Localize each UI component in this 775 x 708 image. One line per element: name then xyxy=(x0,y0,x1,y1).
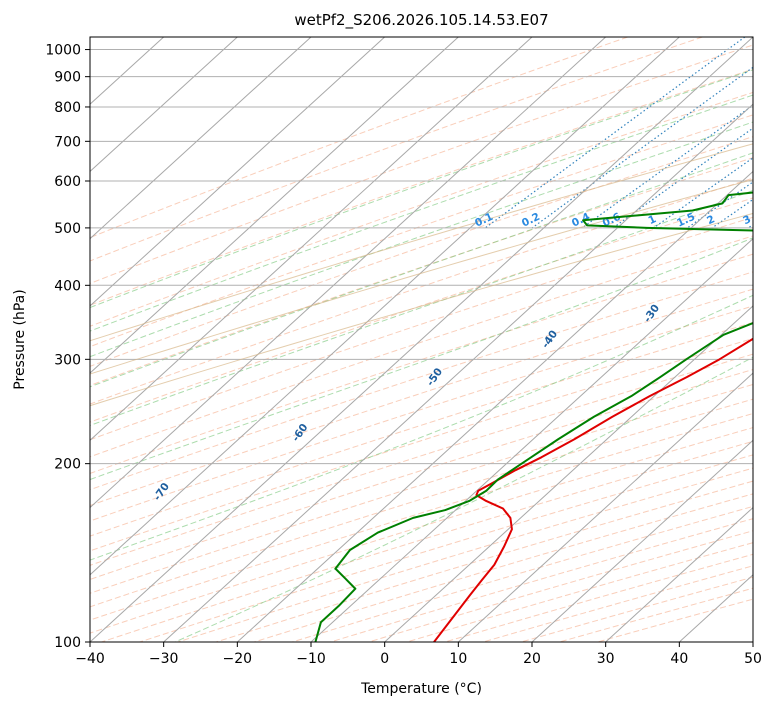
dry-adiabat xyxy=(90,368,753,580)
moist-adiabat xyxy=(90,121,753,358)
y-tick-label: 400 xyxy=(54,278,81,294)
dry-adiabat xyxy=(90,337,753,552)
dry-adiabat xyxy=(406,542,753,642)
y-tick-label: 800 xyxy=(54,100,81,116)
mixing-ratio-line xyxy=(653,157,753,229)
isotherm xyxy=(90,37,753,642)
background-lines xyxy=(90,37,753,642)
dry-adiabat xyxy=(90,68,753,306)
x-tick-label: 20 xyxy=(523,651,541,667)
isotherm xyxy=(90,37,680,576)
theta-curve xyxy=(90,212,753,407)
y-tick-label: 700 xyxy=(54,134,81,150)
y-tick-label: 900 xyxy=(54,70,81,86)
dry-adiabat xyxy=(90,321,753,537)
moist-adiabat xyxy=(90,294,753,561)
x-tick-label: −20 xyxy=(223,651,253,667)
dry-adiabat xyxy=(90,37,703,262)
moist-adiabat xyxy=(90,237,753,481)
isotherm xyxy=(163,103,753,642)
y-axis-label: Pressure (hPa) xyxy=(12,289,28,389)
isotherm xyxy=(90,37,607,509)
y-tick-label: 600 xyxy=(54,174,81,190)
isotherm xyxy=(531,439,753,642)
y-tick-label: 1000 xyxy=(45,43,81,59)
theta-curve xyxy=(90,143,753,342)
theta-label: -70 xyxy=(151,481,172,503)
mixing-ratio-label: 3 xyxy=(741,213,753,227)
axis-ticks: −40 −30 −20 −10 0 10 20 30 40 50 100 200 300 400 500 60… xyxy=(45,43,762,667)
dewpoint-line xyxy=(314,191,753,642)
mixing-ratio-line xyxy=(531,66,753,229)
isotherm xyxy=(310,237,753,642)
theta-label: -60 xyxy=(290,422,311,444)
isotherm xyxy=(90,37,459,374)
x-tick-label: 0 xyxy=(380,651,389,667)
dry-adiabat xyxy=(90,44,753,285)
dry-adiabat xyxy=(482,565,753,642)
mixing-ratio-line xyxy=(612,127,753,229)
isotherm xyxy=(457,372,753,642)
y-tick-label: 500 xyxy=(54,221,81,237)
plot-frame xyxy=(89,36,754,643)
dry-adiabat xyxy=(101,440,753,642)
dry-adiabat xyxy=(90,253,753,474)
moist-adiabat xyxy=(90,94,753,332)
theta-label: -20 xyxy=(754,267,775,289)
theta-label: -50 xyxy=(424,366,445,388)
x-tick-label: 30 xyxy=(597,651,615,667)
moist-adiabat xyxy=(90,152,753,388)
dry-adiabat xyxy=(177,467,753,642)
dry-adiabat xyxy=(90,177,753,405)
y-tick-label: 100 xyxy=(54,635,81,651)
moist-adiabat xyxy=(174,356,753,642)
theta-label: -80 xyxy=(33,521,54,543)
x-tick-label: 10 xyxy=(449,651,467,667)
data-series xyxy=(314,191,753,642)
moist-adiabat xyxy=(90,69,753,309)
dry-adiabat xyxy=(90,383,753,594)
theta-label: -40 xyxy=(540,328,561,350)
mixing-ratio-label: 2 xyxy=(705,213,717,227)
mixing-ratio-label: 0.1 xyxy=(473,211,495,230)
isotherm xyxy=(752,641,753,642)
temperature-line xyxy=(433,337,753,642)
mixing-ratio-line xyxy=(747,223,753,229)
dry-adiabat xyxy=(90,288,753,507)
isotherm xyxy=(90,37,238,173)
y-tick-label: 300 xyxy=(54,352,81,368)
dry-adiabat xyxy=(90,157,753,387)
isotherm xyxy=(90,37,533,442)
x-tick-label: 50 xyxy=(744,651,762,667)
dry-adiabat xyxy=(559,587,753,642)
dry-adiabat xyxy=(90,114,753,348)
isotherm xyxy=(90,37,312,240)
dry-adiabat xyxy=(90,427,753,634)
mixing-ratio-label: 1.5 xyxy=(675,211,697,230)
dry-adiabat xyxy=(292,505,753,642)
dry-adiabat xyxy=(90,235,753,458)
x-tick-label: −10 xyxy=(296,651,326,667)
y-tick-label: 200 xyxy=(54,457,81,473)
chart-title: wetPf2_S206.2026.105.14.53.E07 xyxy=(294,11,548,30)
x-axis-label: Temperature (°C) xyxy=(360,681,482,697)
mixing-ratio-line xyxy=(581,104,753,229)
isotherm xyxy=(605,506,753,642)
mixing-ratio-label: 1 xyxy=(646,213,658,227)
isotherm xyxy=(90,37,386,307)
x-tick-label: −30 xyxy=(149,651,179,667)
isotherm xyxy=(236,170,753,642)
mixing-ratio-label: 4 xyxy=(768,213,775,227)
theta-curve xyxy=(90,178,753,375)
dry-adiabat xyxy=(90,197,753,423)
mixing-ratio-line xyxy=(484,37,746,229)
x-tick-label: 40 xyxy=(670,651,688,667)
x-tick-label: −40 xyxy=(75,651,105,667)
